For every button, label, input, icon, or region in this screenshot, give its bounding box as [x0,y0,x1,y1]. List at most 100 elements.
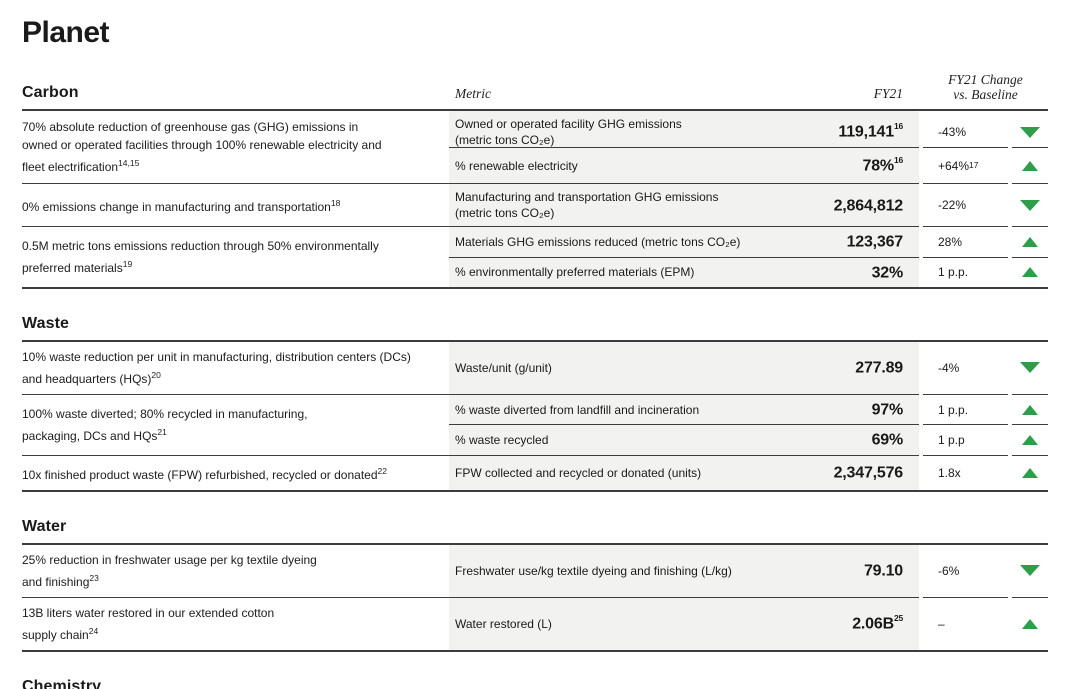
trend-icon [1020,199,1040,211]
metric-label: Manufacturing and transportation GHG emi… [455,190,719,221]
fy21-value: 97% [871,401,904,419]
section-water: Water 25% reduction in freshwater usage … [22,518,1048,652]
section-chemistry: Chemistry Adopt clean chemistry alternat… [22,678,1048,689]
page-title: Planet [22,16,110,49]
trend-icon [1022,467,1038,478]
goal-group: 70% absolute reduction of greenhouse gas… [22,111,1048,184]
column-headers: Metric FY21 FY21 Change vs. Baseline [449,72,1048,102]
change-value: 1 p.p [923,424,1008,454]
goal-text: 10% waste reduction per unit in manufact… [22,349,411,386]
goal-group: 0.5M metric tons emissions reduction thr… [22,226,1048,287]
fy21-value: 2,864,812 [833,196,904,214]
goal-group: 25% reduction in freshwater usage per kg… [22,544,1048,597]
fy21-value: 78%16 [862,155,904,175]
goal-text: 13B liters water restored in our extende… [22,605,275,642]
fy21-value: 32% [871,263,904,281]
goal-text: 100% waste diverted; 80% recycled in man… [22,406,308,443]
change-value: – [923,596,1008,650]
metric-label: Materials GHG emissions reduced (metric … [455,234,741,249]
goal-text: 10x finished product waste (FPW) refurbi… [22,465,387,482]
section-header: Waste [22,315,1048,342]
goal-text: 70% absolute reduction of greenhouse gas… [22,120,382,175]
fy21-value: 277.89 [855,359,903,377]
goal-group: 10x finished product waste (FPW) refurbi… [22,454,1048,490]
footnote-ref: 16 [893,155,903,166]
goal-group: 0% emissions change in manufacturing and… [22,183,1048,227]
trend-icon [1022,160,1038,171]
change-value: 1 p.p. [923,256,1008,287]
metric-row: % waste recycled 69% 1 p.p [449,424,1048,455]
section-title: Waste [22,314,70,332]
section-header: Carbon Metric FY21 FY21 Change vs. Basel… [22,72,1048,111]
change-value: -6% [938,563,960,578]
metric-label: Water restored (L) [455,616,552,631]
metric-label: Owned or operated facility GHG emissions… [455,117,682,147]
fy21-value: 119,14116 [838,121,903,141]
metric-row: % renewable electricity 78%16 +64% 17 [449,147,1048,184]
footnote-ref: 23 [89,572,99,583]
goal-text: 0% emissions change in manufacturing and… [22,198,341,215]
change-value: 28% [923,226,1008,256]
trend-icon [1020,565,1040,577]
trend-icon [1020,362,1040,374]
footnote-ref: 25 [893,612,903,623]
footnote-ref: 24 [88,625,99,636]
section-carbon: Carbon Metric FY21 FY21 Change vs. Basel… [22,72,1048,289]
section-header: Water [22,518,1048,545]
column-header-fy21: FY21 [873,86,903,101]
goal-group: 100% waste diverted; 80% recycled in man… [22,393,1048,455]
trend-icon [1020,126,1040,138]
footnote-ref: 20 [151,369,161,380]
metric-row: Water restored (L) 2.06B25 – [449,596,1048,650]
change-value: -43% [938,125,967,139]
metric-label: FPW collected and recycled or donated (u… [455,465,702,480]
metric-label: % waste diverted from landfill and incin… [455,402,700,417]
metric-row: Materials GHG emissions reduced (metric … [449,226,1048,257]
metric-label: Freshwater use/kg textile dyeing and fin… [455,563,732,578]
metric-label: % environmentally preferred materials (E… [455,265,695,280]
metric-row: Owned or operated facility GHG emissions… [449,111,1048,153]
section-title: Carbon [22,84,79,101]
footnote-ref: 14,15 [118,158,140,169]
change-value: -22% [923,183,1008,226]
column-header-metric: Metric [455,86,491,101]
metric-row: Waste/unit (g/unit) 277.89 -4% [449,341,1048,394]
fy21-value: 2.06B25 [852,612,903,633]
change-value: 1.8x [923,454,1008,490]
fy21-value: 69% [871,431,904,449]
metric-row: Freshwater use/kg textile dyeing and fin… [449,544,1048,597]
section-header: Chemistry [22,678,1048,689]
goal-text: 0.5M metric tons emissions reduction thr… [22,239,379,276]
trend-icon [1022,404,1038,415]
metric-row: Manufacturing and transportation GHG emi… [449,183,1048,227]
trend-icon [1022,236,1038,247]
metric-label: % renewable electricity [455,158,578,173]
column-header-change: FY21 Change vs. Baseline [948,72,1023,102]
trend-icon [1022,267,1038,278]
fy21-value: 79.10 [863,562,903,580]
trend-icon [1022,434,1038,445]
goal-text: 25% reduction in freshwater usage per kg… [22,552,317,589]
metric-row: % waste diverted from landfill and incin… [449,393,1048,425]
metric-label: % waste recycled [455,432,549,447]
footnote-ref: 19 [122,259,133,270]
goal-group: 10% waste reduction per unit in manufact… [22,341,1048,394]
change-value: 1 p.p. [923,393,1008,424]
change-value: +64% 17 [923,147,1008,183]
goal-group: 13B liters water restored in our extende… [22,596,1048,650]
metric-row: FPW collected and recycled or donated (u… [449,454,1048,490]
section-title: Water [22,517,67,535]
footnote-ref: 21 [157,426,167,437]
footnote-ref: 18 [330,198,341,209]
fy21-value: 2,347,576 [833,464,904,482]
metric-label: Waste/unit (g/unit) [455,360,552,375]
section-waste: Waste 10% waste reduction per unit in ma… [22,315,1048,492]
footnote-ref: 22 [377,465,387,476]
metric-row: % environmentally preferred materials (E… [449,256,1048,287]
section-title: Chemistry [22,677,102,689]
fy21-value: 123,367 [846,233,904,251]
change-value: -4% [938,360,960,375]
footnote-ref: 16 [893,121,903,132]
trend-icon [1022,618,1038,629]
